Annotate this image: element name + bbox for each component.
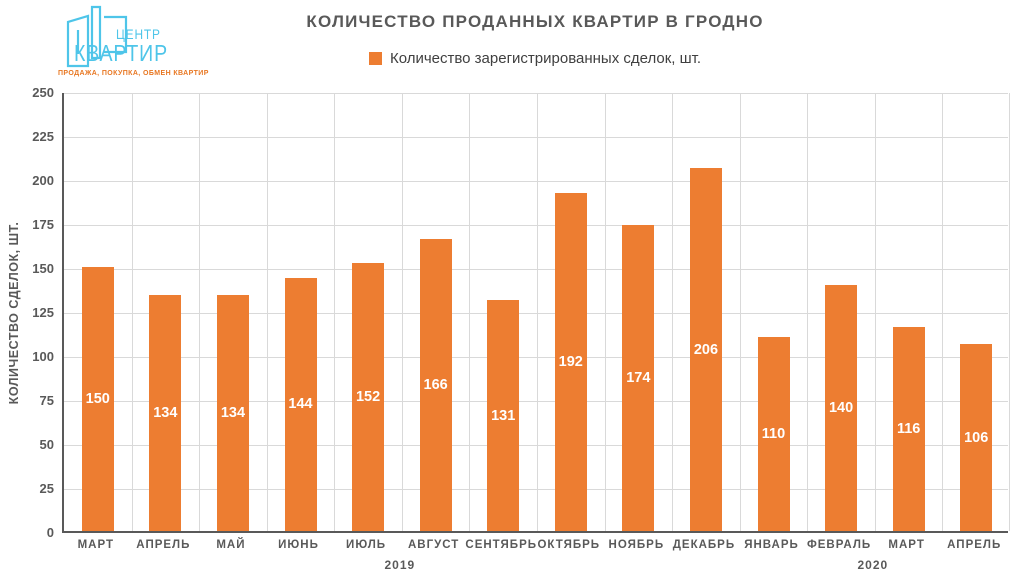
bar-value-label: 134 bbox=[153, 405, 178, 422]
bar-июль: 152 bbox=[352, 263, 385, 531]
bar-октябрь: 192 bbox=[554, 193, 587, 531]
chart-title: КОЛИЧЕСТВО ПРОДАННЫХ КВАРТИР В ГРОДНО bbox=[306, 12, 764, 31]
gridline-vertical bbox=[537, 93, 538, 531]
bar-июнь: 144 bbox=[284, 277, 317, 531]
bar-май: 134 bbox=[216, 295, 249, 531]
x-axis-category-label: ЯНВАРЬ bbox=[744, 539, 799, 551]
bar-value-label: 144 bbox=[288, 396, 313, 413]
y-axis-tick-label: 125 bbox=[32, 305, 54, 320]
logo-tagline: ПРОДАЖА, ПОКУПКА, ОБМЕН КВАРТИР bbox=[58, 70, 209, 77]
gridline-horizontal bbox=[64, 445, 1008, 446]
logo-name-line2: КВАРТИР bbox=[74, 40, 168, 66]
x-axis-year-label: 2019 bbox=[384, 558, 416, 572]
bar-апрель: 106 bbox=[960, 344, 993, 531]
x-axis-category-label: ДЕКАБРЬ bbox=[672, 539, 736, 551]
bar-апрель: 134 bbox=[149, 295, 182, 531]
x-axis-category-label: АПРЕЛЬ bbox=[136, 539, 191, 551]
x-axis-category-label: АВГУСТ bbox=[407, 539, 460, 551]
gridline-vertical bbox=[334, 93, 336, 531]
gridline-vertical bbox=[1009, 93, 1010, 531]
x-axis-category-label: СЕНТЯБРЬ bbox=[465, 539, 538, 551]
gridline-vertical bbox=[266, 93, 268, 531]
gridline-horizontal bbox=[64, 137, 1008, 138]
bar-value-label: 166 bbox=[423, 376, 448, 393]
gridline-vertical bbox=[807, 93, 809, 531]
plot-area: 150 134 134 144 152 166 131 192 174 206 110 140 116 1… bbox=[62, 93, 1010, 533]
x-axis-category-label: НОЯБРЬ bbox=[608, 539, 665, 551]
bar-март: 116 bbox=[892, 326, 925, 531]
gridline-horizontal bbox=[64, 401, 1008, 402]
gridline-vertical bbox=[199, 93, 201, 531]
gridline-horizontal bbox=[64, 269, 1008, 270]
bar-сентябрь: 131 bbox=[487, 300, 520, 531]
bar-value-label: 140 bbox=[828, 399, 854, 416]
bar-value-label: 116 bbox=[896, 420, 921, 437]
bar-value-label: 150 bbox=[85, 391, 110, 407]
x-axis-category-label: МАЙ bbox=[216, 539, 246, 551]
y-axis-tick-label: 75 bbox=[39, 393, 54, 408]
gridline-vertical bbox=[942, 93, 944, 531]
x-axis-category-label: ИЮНЬ bbox=[278, 539, 319, 551]
y-axis-tick-label: 25 bbox=[39, 481, 54, 496]
y-axis-tick-label: 200 bbox=[32, 173, 54, 188]
x-axis-category-label: МАРТ bbox=[77, 539, 114, 551]
bar-value-label: 192 bbox=[558, 354, 583, 371]
gridline-horizontal bbox=[64, 313, 1008, 314]
y-axis-tick-label: 250 bbox=[32, 85, 54, 100]
bar-value-label: 131 bbox=[491, 407, 516, 424]
gridline-horizontal bbox=[64, 357, 1008, 358]
x-axis-category-label: ФЕВРАЛЬ bbox=[806, 539, 872, 551]
gridline-horizontal bbox=[64, 489, 1008, 490]
y-axis-tick-label: 50 bbox=[39, 437, 54, 452]
gridline-vertical bbox=[401, 93, 403, 531]
y-axis-tick-label: 175 bbox=[32, 217, 54, 232]
legend-swatch bbox=[368, 52, 382, 65]
logo-name-line1: ЦЕНТР bbox=[116, 26, 161, 42]
x-axis-category-label: ИЮЛЬ bbox=[346, 539, 387, 551]
y-axis-tick-label: 225 bbox=[32, 129, 54, 144]
bar-август: 166 bbox=[419, 238, 452, 531]
company-logo: ЦЕНТР КВАРТИР ПРОДАЖА, ПОКУПКА, ОБМЕН КВ… bbox=[58, 2, 208, 86]
y-axis-tick-label: 150 bbox=[32, 261, 54, 276]
gridline-vertical bbox=[739, 93, 741, 531]
y-axis-tick-label: 100 bbox=[32, 349, 54, 364]
bar-value-label: 106 bbox=[964, 429, 989, 446]
chart-legend: Количество зарегистрированных сделок, шт… bbox=[62, 50, 1008, 67]
gridline-horizontal bbox=[64, 181, 1008, 182]
x-axis-category-label: АПРЕЛЬ bbox=[947, 539, 1002, 551]
gridline-vertical bbox=[604, 93, 606, 531]
bar-февраль: 140 bbox=[825, 284, 858, 531]
gridline-vertical bbox=[131, 93, 133, 531]
bar-value-label: 110 bbox=[761, 426, 786, 443]
gridline-vertical bbox=[469, 93, 471, 531]
bar-ноябрь: 174 bbox=[622, 224, 655, 531]
bar-value-label: 152 bbox=[355, 389, 381, 406]
gridline-horizontal bbox=[64, 225, 1008, 226]
legend-label: Количество зарегистрированных сделок, шт… bbox=[389, 50, 702, 67]
bar-январь: 110 bbox=[757, 337, 790, 531]
bar-март: 150 bbox=[81, 267, 114, 531]
gridline-vertical bbox=[874, 93, 876, 531]
x-axis-category-label: ОКТЯБРЬ bbox=[537, 539, 601, 551]
gridline-vertical bbox=[672, 93, 674, 531]
x-axis-year-label: 2020 bbox=[857, 558, 889, 572]
y-axis-tick-label: 0 bbox=[46, 525, 54, 540]
x-axis-category-label: МАРТ bbox=[888, 539, 925, 551]
bar-декабрь: 206 bbox=[689, 168, 722, 531]
bar-value-label: 206 bbox=[693, 341, 719, 358]
bar-value-label: 174 bbox=[626, 369, 651, 386]
gridline-horizontal bbox=[64, 93, 1008, 94]
buildings-icon bbox=[66, 5, 128, 68]
bar-value-label: 134 bbox=[220, 405, 246, 422]
